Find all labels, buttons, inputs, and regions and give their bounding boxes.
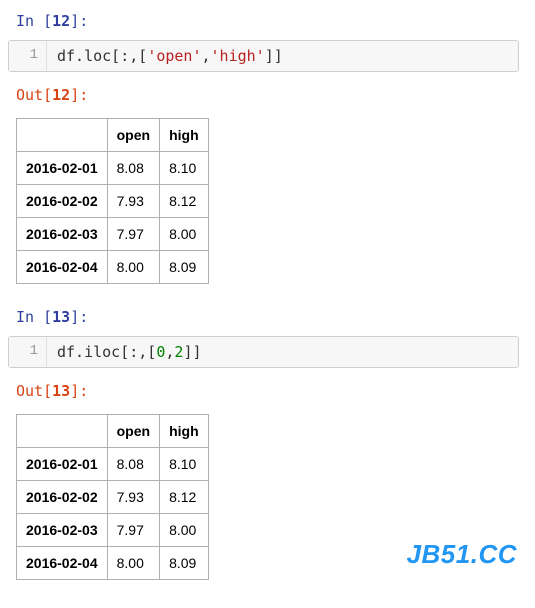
row-index: 2016-02-01 — [17, 448, 108, 481]
in-suffix: ]: — [70, 308, 88, 326]
cell-open: 7.97 — [107, 514, 159, 547]
code-token: ]] — [183, 343, 201, 361]
row-index: 2016-02-02 — [17, 481, 108, 514]
table-corner-blank — [17, 415, 108, 448]
in-prefix: In [ — [16, 12, 52, 30]
code-gutter: 1 — [9, 337, 47, 367]
input-prompt-12: In [12]: — [8, 8, 527, 40]
col-open: open — [107, 415, 159, 448]
code-content-13[interactable]: df.iloc[:,[0,2]] — [47, 337, 518, 367]
table-header-row: open high — [17, 415, 209, 448]
code-string-token: 'open' — [147, 47, 201, 65]
col-open: open — [107, 119, 159, 152]
output-prompt-13: Out[13]: — [8, 378, 527, 410]
cell-open: 8.00 — [107, 251, 159, 284]
dataframe-table-13: open high 2016-02-01 8.08 8.10 2016-02-0… — [16, 414, 209, 580]
cell-high: 8.10 — [160, 448, 209, 481]
input-prompt-13: In [13]: — [8, 304, 527, 336]
table-row: 2016-02-02 7.93 8.12 — [17, 481, 209, 514]
table-header-row: open high — [17, 119, 209, 152]
cell-open: 8.00 — [107, 547, 159, 580]
code-cell-13[interactable]: 1 df.iloc[:,[0,2]] — [8, 336, 519, 368]
cell-open: 8.08 — [107, 152, 159, 185]
cell-high: 8.10 — [160, 152, 209, 185]
code-token: df.loc[:,[ — [57, 47, 147, 65]
cell-open: 7.93 — [107, 185, 159, 218]
code-string-token: 'high' — [211, 47, 265, 65]
cell-open: 7.97 — [107, 218, 159, 251]
cell-high: 8.09 — [160, 547, 209, 580]
cell-open: 7.93 — [107, 481, 159, 514]
table-row: 2016-02-02 7.93 8.12 — [17, 185, 209, 218]
output-area-13: open high 2016-02-01 8.08 8.10 2016-02-0… — [8, 414, 527, 600]
output-prompt-12: Out[12]: — [8, 82, 527, 114]
row-index: 2016-02-04 — [17, 251, 108, 284]
row-index: 2016-02-04 — [17, 547, 108, 580]
cell-high: 8.09 — [160, 251, 209, 284]
row-index: 2016-02-03 — [17, 514, 108, 547]
code-gutter: 1 — [9, 41, 47, 71]
watermark-text: JB51.CC — [407, 539, 517, 570]
in-num: 12 — [52, 12, 70, 30]
out-prefix: Out[ — [16, 86, 52, 104]
out-num: 12 — [52, 86, 70, 104]
out-prefix: Out[ — [16, 382, 52, 400]
cell-high: 8.00 — [160, 218, 209, 251]
row-index: 2016-02-01 — [17, 152, 108, 185]
cell-high: 8.12 — [160, 481, 209, 514]
cell-high: 8.12 — [160, 185, 209, 218]
table-row: 2016-02-01 8.08 8.10 — [17, 152, 209, 185]
table-row: 2016-02-01 8.08 8.10 — [17, 448, 209, 481]
dataframe-table-12: open high 2016-02-01 8.08 8.10 2016-02-0… — [16, 118, 209, 284]
code-token: df.iloc[:,[ — [57, 343, 156, 361]
out-num: 13 — [52, 382, 70, 400]
col-high: high — [160, 119, 209, 152]
row-index: 2016-02-02 — [17, 185, 108, 218]
table-row: 2016-02-03 7.97 8.00 — [17, 218, 209, 251]
row-index: 2016-02-03 — [17, 218, 108, 251]
in-suffix: ]: — [70, 12, 88, 30]
cell-open: 8.08 — [107, 448, 159, 481]
output-area-12: open high 2016-02-01 8.08 8.10 2016-02-0… — [8, 118, 527, 304]
table-row: 2016-02-03 7.97 8.00 — [17, 514, 209, 547]
in-prefix: In [ — [16, 308, 52, 326]
table-row: 2016-02-04 8.00 8.09 — [17, 251, 209, 284]
code-cell-12[interactable]: 1 df.loc[:,['open','high']] — [8, 40, 519, 72]
col-high: high — [160, 415, 209, 448]
table-row: 2016-02-04 8.00 8.09 — [17, 547, 209, 580]
code-content-12[interactable]: df.loc[:,['open','high']] — [47, 41, 518, 71]
code-token: , — [202, 47, 211, 65]
cell-high: 8.00 — [160, 514, 209, 547]
table-corner-blank — [17, 119, 108, 152]
code-token: ]] — [265, 47, 283, 65]
out-suffix: ]: — [70, 382, 88, 400]
out-suffix: ]: — [70, 86, 88, 104]
in-num: 13 — [52, 308, 70, 326]
